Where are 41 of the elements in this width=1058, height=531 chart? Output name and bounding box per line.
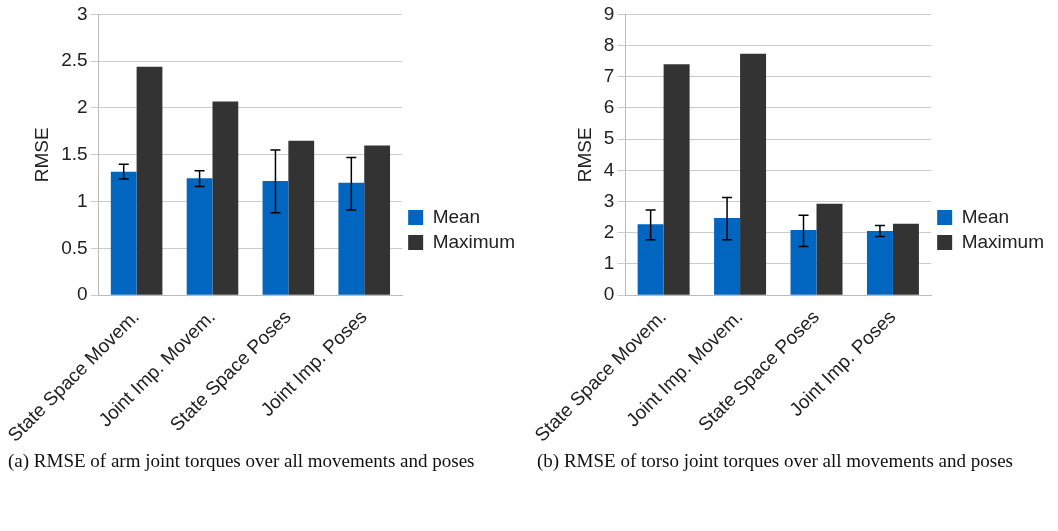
y-tick-label: 4 xyxy=(603,158,615,180)
bar xyxy=(212,101,239,295)
bar xyxy=(338,182,365,295)
y-tick-label: 0 xyxy=(77,283,88,305)
y-axis-title: RMSE xyxy=(573,127,595,183)
y-tick-label: 7 xyxy=(603,65,615,87)
bar xyxy=(262,180,289,295)
bar xyxy=(186,178,213,295)
bar xyxy=(740,53,767,295)
bar xyxy=(637,224,664,295)
bar xyxy=(663,64,690,295)
bar xyxy=(110,171,137,295)
legend-label: Mean xyxy=(432,205,481,227)
text: (b) RMSE of torso joint torques over all movements and poses xyxy=(536,450,1014,472)
y-tick-label: 2.5 xyxy=(61,49,88,71)
text: (a) RMSE of arm joint torques over all movements and poses xyxy=(7,450,476,472)
y-tick-label: 3 xyxy=(77,2,88,24)
y-tick-label: 9 xyxy=(603,2,615,24)
bar xyxy=(866,230,893,295)
y-tick-label: 5 xyxy=(603,127,615,149)
y-tick-label: 6 xyxy=(603,96,615,118)
y-tick-label: 0 xyxy=(603,283,615,305)
bar xyxy=(136,66,163,295)
legend-label: Mean xyxy=(961,205,1010,227)
y-tick-label: 1 xyxy=(603,252,615,274)
bar xyxy=(714,218,741,295)
y-tick-label: 8 xyxy=(603,33,615,55)
y-tick-label: 2 xyxy=(603,221,615,243)
bar xyxy=(892,223,919,295)
y-tick-label: 2 xyxy=(77,96,88,118)
bar xyxy=(288,140,315,295)
y-tick-label: 1 xyxy=(77,189,88,211)
legend-label: Maximum xyxy=(432,230,516,252)
y-axis-title: RMSE xyxy=(31,127,53,183)
bar xyxy=(816,203,843,295)
bar xyxy=(790,229,817,295)
legend-label: Maximum xyxy=(961,230,1045,252)
y-tick-label: 1.5 xyxy=(61,143,88,165)
y-tick-label: 3 xyxy=(603,189,615,211)
y-tick-label: 0.5 xyxy=(61,236,88,258)
bar xyxy=(364,145,391,295)
